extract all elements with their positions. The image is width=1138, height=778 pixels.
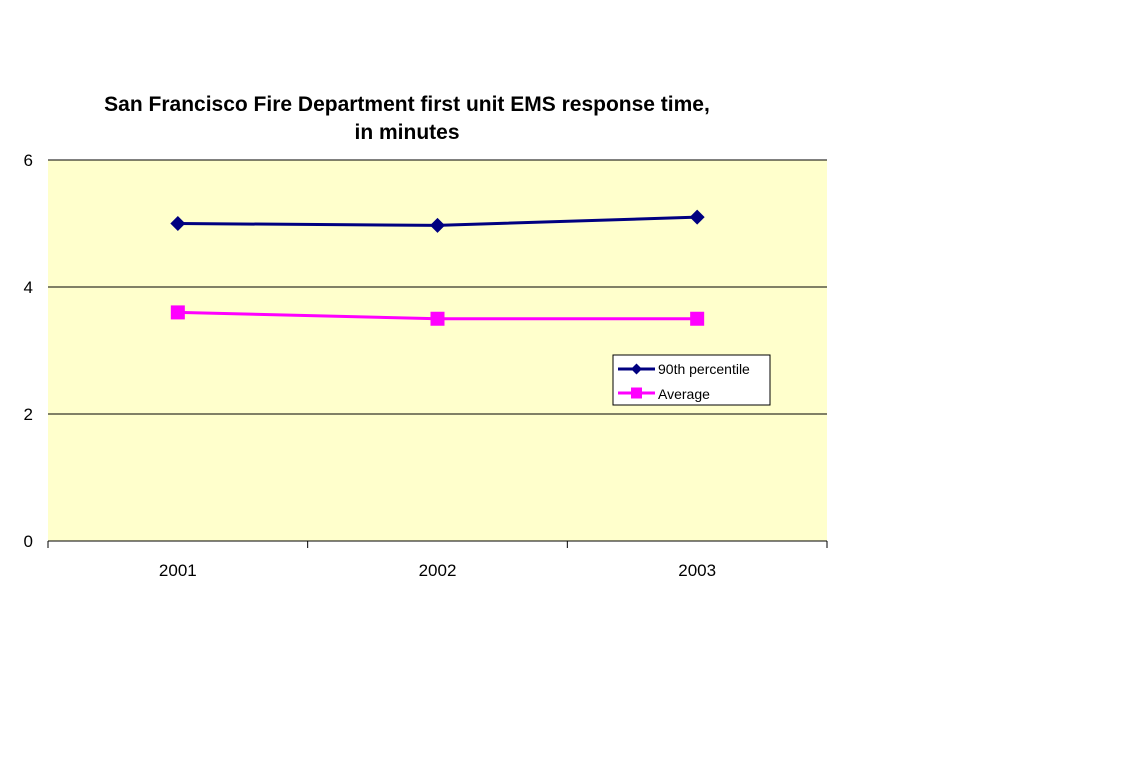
legend-label-90th-percentile: 90th percentile (658, 361, 750, 377)
data-point-90th-percentile (170, 216, 186, 231)
chart-title-line-2: in minutes (354, 121, 459, 144)
plot-area (48, 160, 827, 541)
y-tick-label: 6 (24, 151, 33, 170)
legend: 90th percentile Average (612, 354, 771, 406)
data-point-90th-percentile (689, 209, 705, 225)
x-tick-label: 2001 (159, 561, 197, 580)
legend-marker-average (631, 387, 642, 399)
x-tick-label: 2003 (678, 561, 716, 580)
x-axis: 2001 2002 2003 (47, 540, 828, 580)
y-tick-label: 2 (24, 405, 33, 424)
chart-title-line-1: San Francisco Fire Department first unit… (104, 93, 710, 116)
y-tick-label: 4 (24, 278, 33, 297)
series-layer (170, 209, 705, 326)
data-point-average (430, 311, 445, 326)
chart-title: San Francisco Fire Department first unit… (104, 93, 710, 144)
data-point-average (170, 305, 185, 320)
legend-marker-90th-percentile (631, 363, 642, 375)
x-tick-label: 2002 (419, 561, 457, 580)
y-axis: 0 2 4 6 (24, 151, 33, 551)
data-point-average (690, 311, 705, 326)
data-point-90th-percentile (430, 217, 445, 233)
y-tick-label: 0 (24, 532, 33, 551)
legend-label-average: Average (658, 386, 710, 402)
gridlines (48, 159, 827, 415)
